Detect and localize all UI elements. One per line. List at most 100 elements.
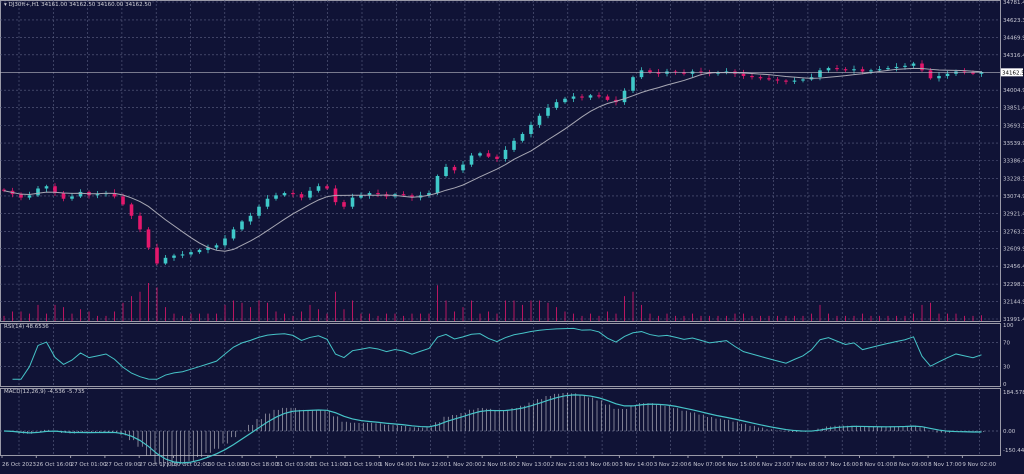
bear-candle (325, 186, 329, 189)
x-tick-label: 6 Nov 23:00 (757, 462, 791, 468)
bear-candle (342, 202, 346, 207)
rsi-level-label: 70 (1003, 341, 1010, 347)
bull-candle (945, 73, 950, 77)
bear-candle (920, 63, 924, 71)
bull-candle (223, 238, 227, 246)
x-tick-label: 6 Nov 15:00 (722, 462, 756, 468)
bull-candle (852, 69, 856, 71)
x-tick-label: 26 Oct 16:00 (36, 462, 72, 468)
price-tick-label: 32921.45 (1003, 211, 1024, 217)
bull-candle (265, 198, 270, 207)
bull-candle (478, 153, 482, 156)
bull-candle (937, 76, 941, 79)
x-tick-label: 1 Nov 20:00 (448, 462, 482, 468)
bear-candle (971, 72, 975, 74)
x-tick-label: 3 Nov 14:00 (619, 462, 653, 468)
bull-candle (350, 197, 355, 207)
rsi-level-label: 0 (1003, 382, 1007, 388)
bear-candle (860, 69, 865, 72)
price-tick-label: 34316.45 (1003, 53, 1024, 59)
x-tick-label: 7 Nov 16:00 (825, 462, 859, 468)
x-tick-label: 8 Nov 01:00 (860, 462, 894, 468)
bear-candle (682, 72, 686, 74)
bull-candle (316, 186, 321, 191)
bull-candle (894, 66, 899, 69)
bull-candle (44, 186, 49, 189)
pane-border (0, 323, 1001, 387)
bull-candle (886, 68, 890, 70)
bull-candle (163, 257, 168, 264)
bull-candle (274, 195, 278, 199)
rsi-line (12, 327, 982, 380)
bull-candle (70, 196, 74, 199)
bear-candle (299, 194, 304, 198)
price-tick-label: 33074.90 (1003, 194, 1024, 200)
bull-candle (622, 90, 627, 103)
macd-label: MACD(12,26,9) -4.536 -5.735 (4, 389, 85, 395)
bear-candle (2, 189, 6, 191)
bull-candle (308, 190, 312, 198)
bear-candle (597, 95, 601, 97)
price-tick-label: 33228.35 (1003, 176, 1024, 182)
bull-candle (826, 68, 831, 71)
bull-candle (546, 107, 550, 116)
bear-candle (155, 247, 159, 264)
bear-candle (750, 76, 754, 78)
bull-candle (571, 96, 576, 99)
bear-candle (401, 194, 406, 196)
bear-candle (928, 70, 933, 79)
bull-candle (716, 72, 720, 74)
x-tick-label: 30 Oct 10:00 (208, 462, 244, 468)
bull-candle (367, 193, 372, 196)
bear-candle (410, 195, 414, 198)
bull-candle (231, 229, 236, 239)
x-tick-label: 7 Nov 08:00 (791, 462, 825, 468)
bull-candle (588, 95, 593, 98)
bull-candle (444, 166, 448, 177)
price-tick-label: 33539.90 (1003, 141, 1024, 147)
macd-level-label: -150.447 (1003, 448, 1024, 454)
bull-candle (903, 65, 907, 67)
collapse-triangle-icon[interactable]: ▾ (4, 2, 7, 8)
x-tick-label: 9 Nov 02:00 (962, 462, 996, 468)
moving-average-line (3, 67, 982, 252)
bull-candle (78, 191, 83, 197)
bear-candle (121, 196, 125, 205)
x-tick-label: 31 Oct 11:00 (311, 462, 347, 468)
bull-candle (877, 69, 882, 71)
bear-candle (138, 215, 142, 230)
x-tick-label: 27 Oct 09:00 (105, 462, 141, 468)
price-tick-label: 34469.90 (1003, 35, 1024, 41)
x-tick-label: 8 Nov 09:00 (894, 462, 928, 468)
bull-candle (27, 195, 32, 198)
macd-level-label: 184.578 (1003, 390, 1024, 396)
bull-candle (36, 188, 40, 196)
bull-candle (189, 252, 193, 255)
rsi-level-label: 100 (1003, 323, 1014, 329)
bull-candle (248, 215, 253, 222)
bull-candle (529, 124, 533, 134)
current-price-label: 34162.50 (1002, 70, 1024, 76)
bull-candle (554, 102, 559, 108)
bear-candle (580, 96, 584, 98)
bear-candle (112, 193, 117, 197)
bear-candle (129, 204, 134, 216)
x-tick-label: 27 Oct 17:00 (139, 462, 175, 468)
bear-candle (495, 156, 499, 159)
price-tick-label: 33386.45 (1003, 159, 1024, 165)
chart-header: ▾ DJ30ft+,H1 34161.00 34162.50 34160.00 … (4, 2, 151, 8)
bull-candle (512, 140, 516, 150)
price-tick-label: 32456.45 (1003, 264, 1024, 270)
bull-candle (792, 80, 797, 82)
pane-border (0, 0, 1001, 322)
bear-candle (486, 153, 491, 157)
current-price-tag (1001, 68, 1023, 77)
bear-candle (19, 194, 23, 198)
x-tick-label: 6 Nov 07:00 (688, 462, 722, 468)
x-tick-label: 2 Nov 21:00 (551, 462, 585, 468)
x-tick-label: 1 Nov 12:00 (414, 462, 448, 468)
bull-candle (461, 164, 465, 171)
bull-candle (435, 176, 440, 194)
x-tick-label: 31 Oct 19:00 (345, 462, 381, 468)
